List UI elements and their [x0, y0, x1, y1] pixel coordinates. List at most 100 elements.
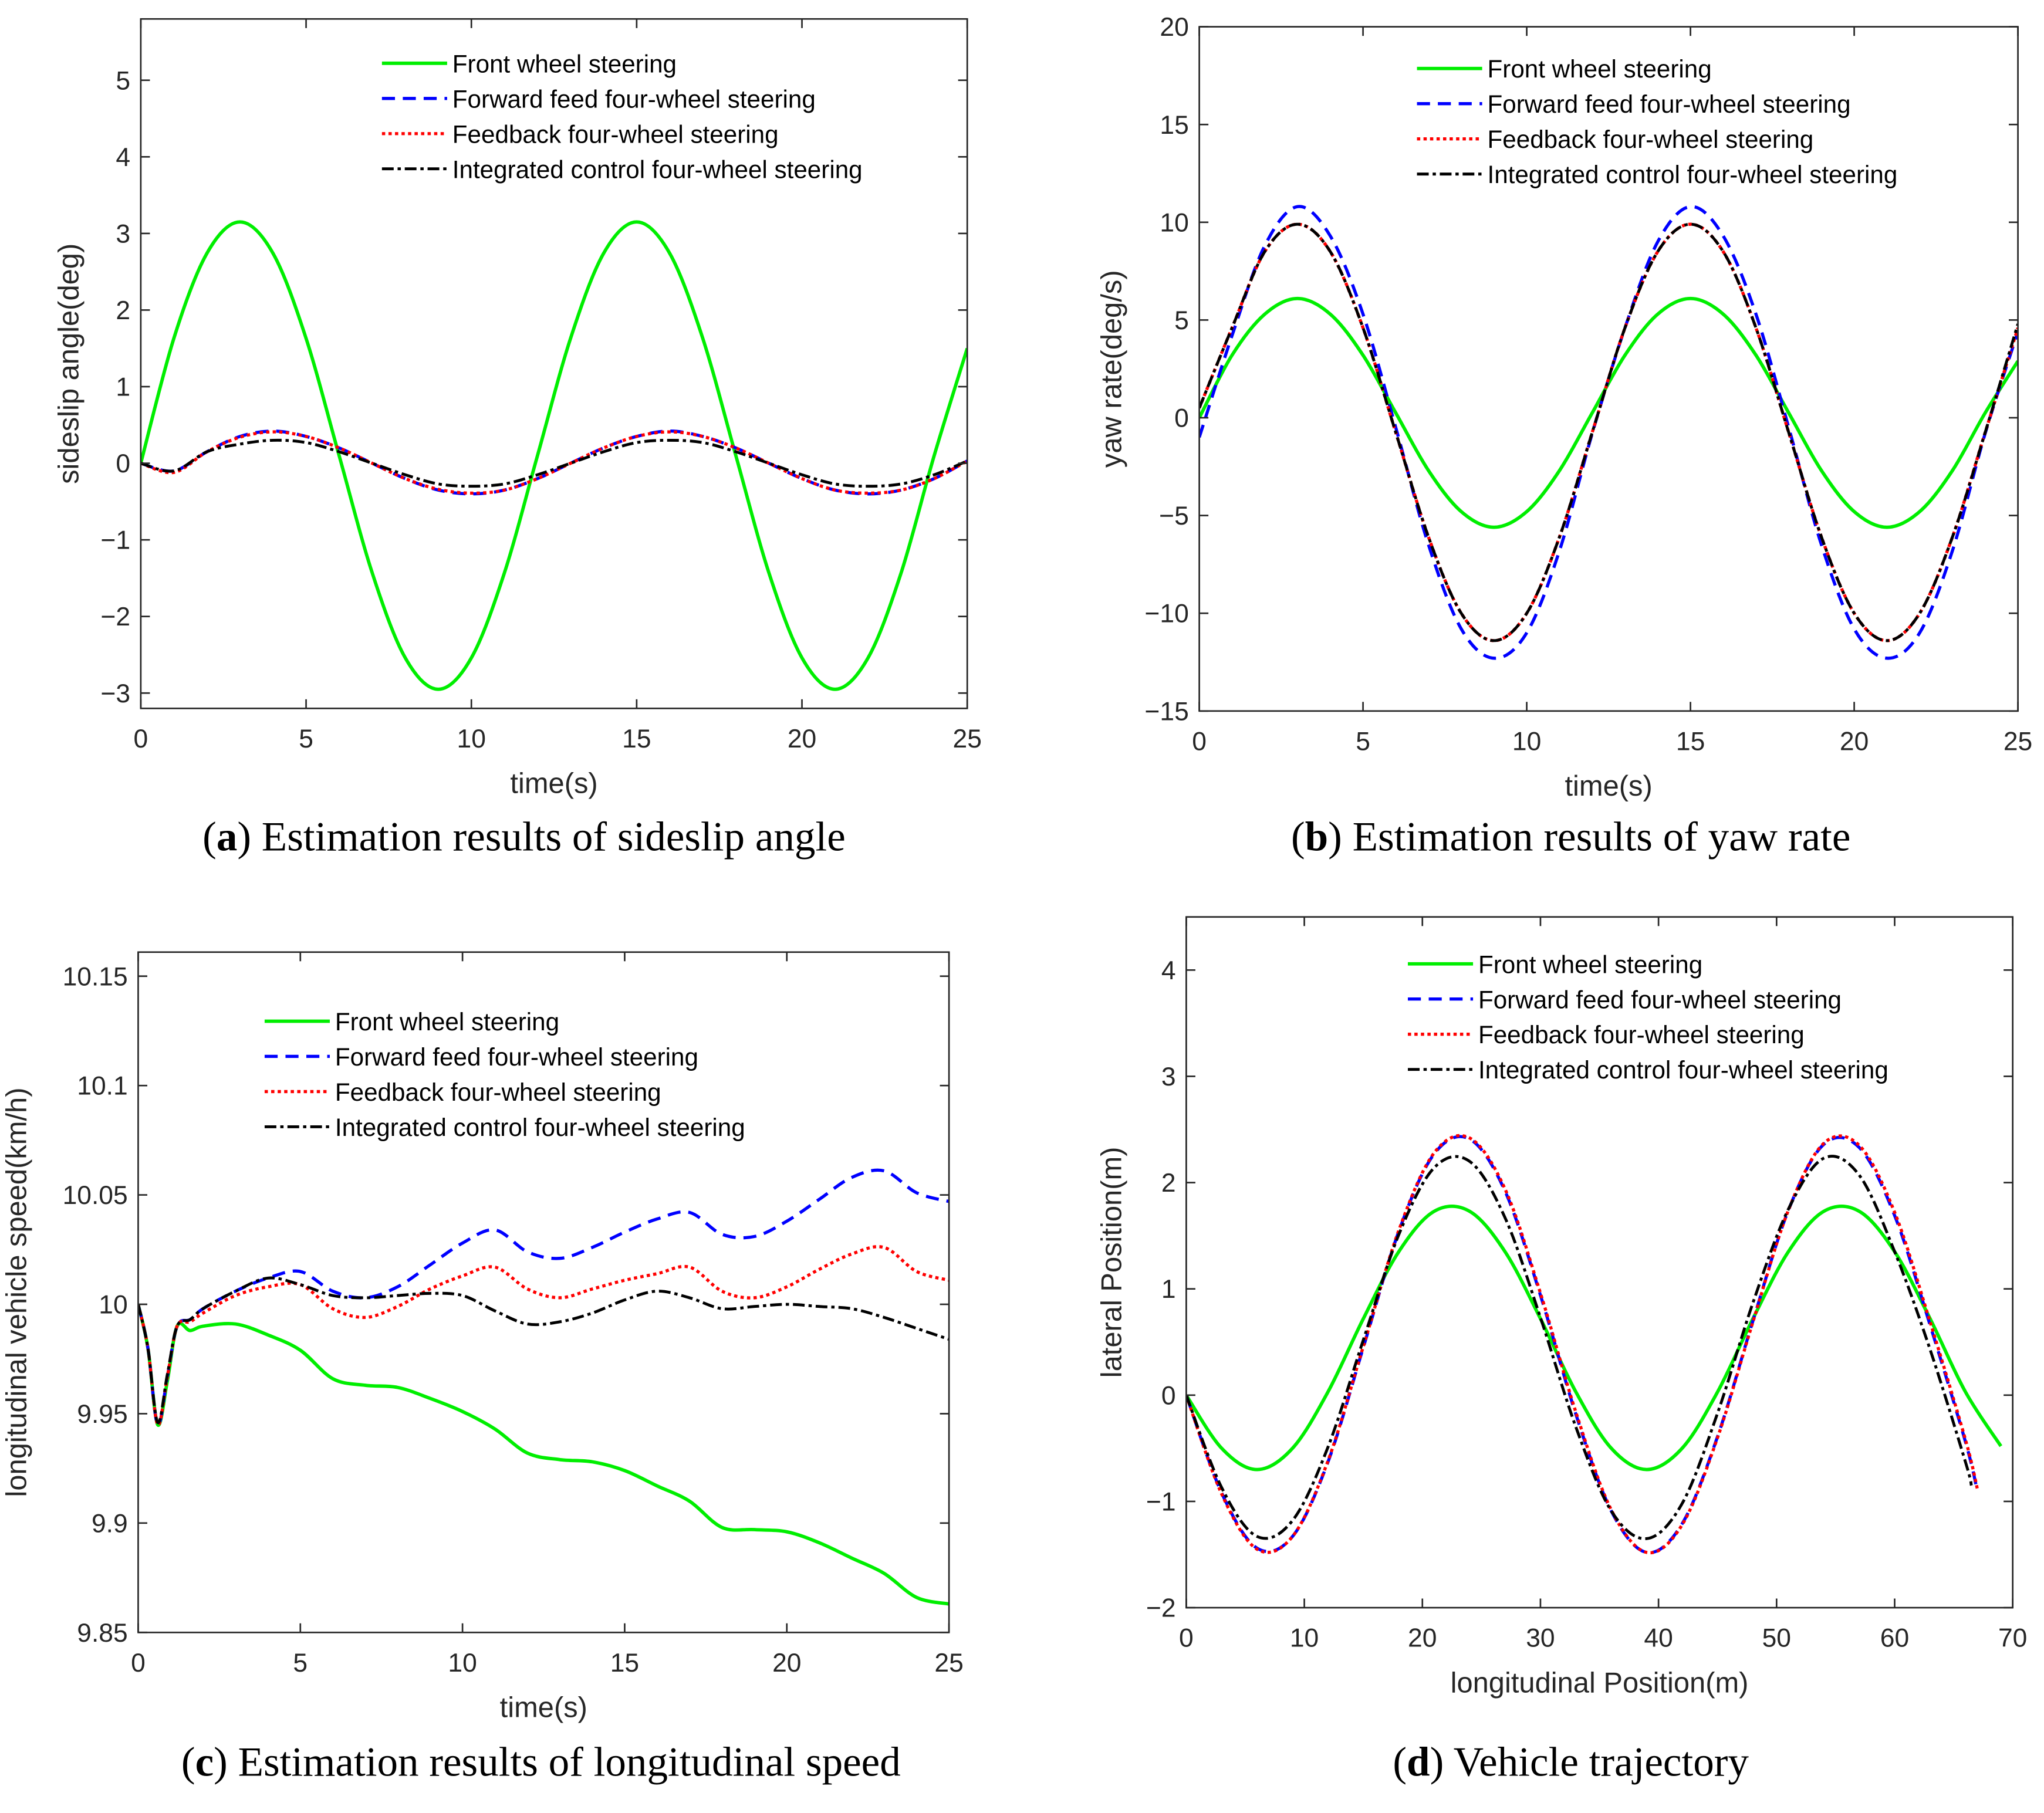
axes-box [137, 951, 950, 1633]
caption-paren-close: ) [237, 814, 251, 860]
y-tick-label: 10.05 [63, 1181, 128, 1210]
series-line-integrated [140, 438, 968, 488]
series-line-integrated [138, 1276, 950, 1425]
caption-letter: b [1305, 814, 1329, 860]
caption-paren-open: ( [181, 1740, 195, 1785]
y-tick-label: 5 [1174, 306, 1189, 335]
caption-paren-open: ( [202, 814, 217, 860]
y-tick-label: 10 [99, 1291, 127, 1320]
legend-label-forward: Forward feed four-wheel steering [452, 85, 816, 113]
series-group [1199, 205, 2018, 660]
legend: Front wheel steering Forward feed four-wh… [264, 1008, 745, 1141]
y-tick-label: 10.15 [63, 962, 128, 991]
series-line-forward [1186, 1135, 1979, 1554]
legend-label-front: Front wheel steering [335, 1008, 559, 1036]
legend-label-front: Front wheel steering [1478, 951, 1702, 978]
y-tick-label: 10 [1160, 208, 1188, 237]
axes-box [1198, 26, 2019, 712]
legend-label-forward: Forward feed four-wheel steering [1488, 90, 1851, 118]
x-tick-label: 30 [1526, 1624, 1555, 1653]
y-axis-label: lateral Position(m) [1096, 1147, 1127, 1378]
series-line-front [1199, 296, 2018, 529]
panel-caption: (b) Estimation results of yaw rate [1291, 814, 1850, 860]
series-line-forward [140, 429, 968, 496]
x-tick-label: 0 [1192, 727, 1207, 756]
series-group [1186, 1134, 2002, 1555]
legend-label-front: Front wheel steering [452, 50, 677, 77]
series-group [138, 1168, 950, 1606]
y-tick-label: −2 [100, 603, 130, 631]
caption-paren-close: ) [1328, 814, 1342, 860]
y-tick-label: 3 [1161, 1063, 1176, 1091]
series-line-forward [138, 1168, 950, 1427]
y-tick-label: 15 [1160, 111, 1188, 140]
panel-caption: (a) Estimation results of sideslip angle [202, 814, 846, 860]
x-tick-label: 15 [610, 1649, 639, 1677]
legend: Front wheel steering Forward feed four-wh… [1408, 951, 1888, 1084]
y-tick-label: 5 [116, 66, 130, 95]
y-tick-label: −1 [100, 526, 130, 555]
x-tick-label: 15 [622, 725, 651, 753]
caption-text: Estimation results of sideslip angle [251, 814, 846, 860]
y-tick-label: 1 [116, 373, 130, 402]
legend-label-integrated: Integrated control four-wheel steering [335, 1114, 745, 1141]
y-tick-label: −3 [100, 679, 130, 708]
legend-label-feedback: Feedback four-wheel steering [1488, 126, 1814, 153]
series-line-front [138, 1304, 950, 1606]
x-tick-label: 20 [788, 725, 816, 753]
x-tick-label: 25 [2004, 727, 2032, 756]
y-tick-label: 10.1 [77, 1072, 127, 1101]
x-axis-label: time(s) [510, 768, 597, 800]
series-group [140, 220, 968, 691]
legend: Front wheel steering Forward feed four-wh… [381, 50, 863, 183]
x-tick-label: 25 [953, 725, 982, 753]
y-tick-label: 0 [116, 449, 130, 478]
y-axis-label: sideslip angle(deg) [53, 243, 85, 484]
caption-paren-open: ( [1291, 814, 1305, 860]
y-tick-label: −10 [1144, 600, 1188, 628]
legend-label-feedback: Feedback four-wheel steering [335, 1078, 661, 1106]
y-tick-label: −2 [1146, 1594, 1176, 1623]
caption-letter: a [217, 814, 238, 860]
x-tick-label: 15 [1676, 727, 1705, 756]
chart-panel-c: 0 5 10 15 20 25 9.85 9.9 9.95 10 10.05 10.1 10.15 tim… [1, 951, 964, 1785]
y-tick-label: 0 [1161, 1381, 1176, 1410]
legend-label-feedback: Feedback four-wheel steering [452, 120, 779, 148]
y-tick-label: 9.9 [92, 1509, 128, 1538]
x-tick-label: 10 [448, 1649, 477, 1677]
caption-paren-open: ( [1393, 1740, 1407, 1785]
panel-caption: (d) Vehicle trajectory [1393, 1740, 1749, 1785]
series-line-feedback [1199, 222, 2018, 642]
x-tick-label: 60 [1880, 1624, 1909, 1653]
x-tick-label: 5 [299, 725, 313, 753]
x-axis-label: longitudinal Position(m) [1451, 1667, 1749, 1699]
legend-label-forward: Forward feed four-wheel steering [1478, 986, 1842, 1013]
x-tick-label: 10 [1290, 1624, 1319, 1653]
legend-label-forward: Forward feed four-wheel steering [335, 1043, 698, 1071]
caption-letter: d [1407, 1740, 1430, 1785]
x-tick-label: 5 [1356, 727, 1370, 756]
y-axis-label: longitudinal vehicle speed(km/h) [1, 1088, 32, 1497]
series-line-forward [1199, 205, 2018, 660]
y-tick-label: 2 [116, 296, 130, 325]
y-tick-label: 4 [1161, 956, 1176, 985]
series-line-feedback [1186, 1134, 1979, 1555]
legend-label-front: Front wheel steering [1488, 55, 1712, 83]
x-tick-label: 70 [1998, 1624, 2027, 1653]
x-axis-label: time(s) [1565, 770, 1652, 802]
x-tick-label: 10 [457, 725, 486, 753]
y-tick-label: 9.95 [77, 1400, 127, 1429]
chart-panel-a: 0 5 10 15 20 25 −3 −2 −1 0 1 2 3 4 5 time(s) sideslip an… [53, 18, 982, 860]
y-tick-label: 0 [1174, 404, 1189, 433]
y-tick-label: 9.85 [77, 1619, 127, 1648]
series-line-feedback [138, 1245, 950, 1427]
x-tick-label: 5 [293, 1649, 308, 1677]
caption-paren-close: ) [1430, 1740, 1444, 1785]
chart-panel-d: 0 10 20 30 40 50 60 70 −2 −1 0 1 2 3 4 longitudinal Pos… [1096, 916, 2027, 1785]
chart-panel-b: 0 5 10 15 20 25 −15 −10 −5 0 5 10 15 20 time(s) yaw rat… [1096, 13, 2032, 860]
series-line-front [140, 220, 968, 691]
series-line-front [1186, 1205, 2002, 1472]
x-tick-label: 0 [134, 725, 148, 753]
y-tick-label: −15 [1144, 697, 1188, 726]
y-axis-label: yaw rate(deg/s) [1096, 270, 1127, 468]
